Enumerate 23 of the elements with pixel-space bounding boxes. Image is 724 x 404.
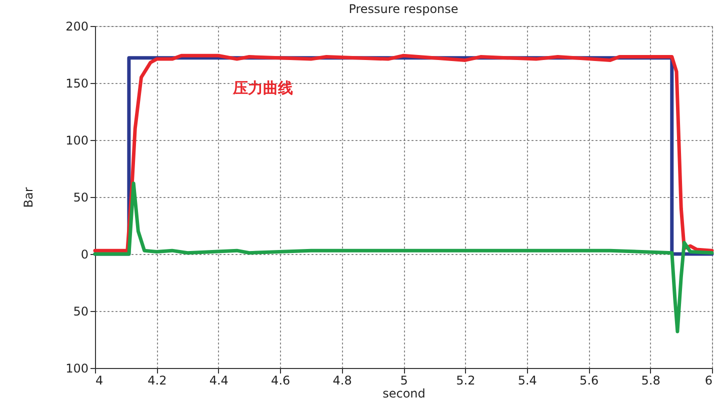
annotation: 压力曲线 [232, 79, 293, 97]
y-tick-label: 50 [73, 304, 88, 318]
x-tick-label: 4.4 [209, 374, 228, 388]
x-tick-label: 5 [400, 374, 408, 388]
line-series [93, 182, 714, 334]
x-axis-title: second [382, 386, 426, 400]
x-tick-label: 5.8 [641, 374, 660, 388]
x-tick-label: 4.2 [148, 374, 167, 388]
y-tick-label: 100 [66, 362, 88, 376]
x-tick-label: 6 [704, 374, 712, 388]
x-tick-label: 5.4 [518, 374, 537, 388]
y-tick-label: 200 [66, 20, 88, 34]
x-tick-label: 5.6 [580, 374, 599, 388]
y-axis-title: Bar [22, 187, 36, 208]
x-tick-label: 4.6 [271, 374, 290, 388]
x-tick-label: 4.8 [332, 374, 352, 388]
y-tick-label: 0 [80, 248, 88, 262]
y-tick-label: 100 [66, 134, 88, 148]
x-tick-label: 5.2 [456, 374, 476, 388]
y-tick-label: 50 [73, 190, 88, 204]
chart-title: Pressure response [348, 2, 458, 16]
x-tick-label: 4 [96, 374, 104, 388]
y-tick-label: 150 [66, 76, 88, 90]
